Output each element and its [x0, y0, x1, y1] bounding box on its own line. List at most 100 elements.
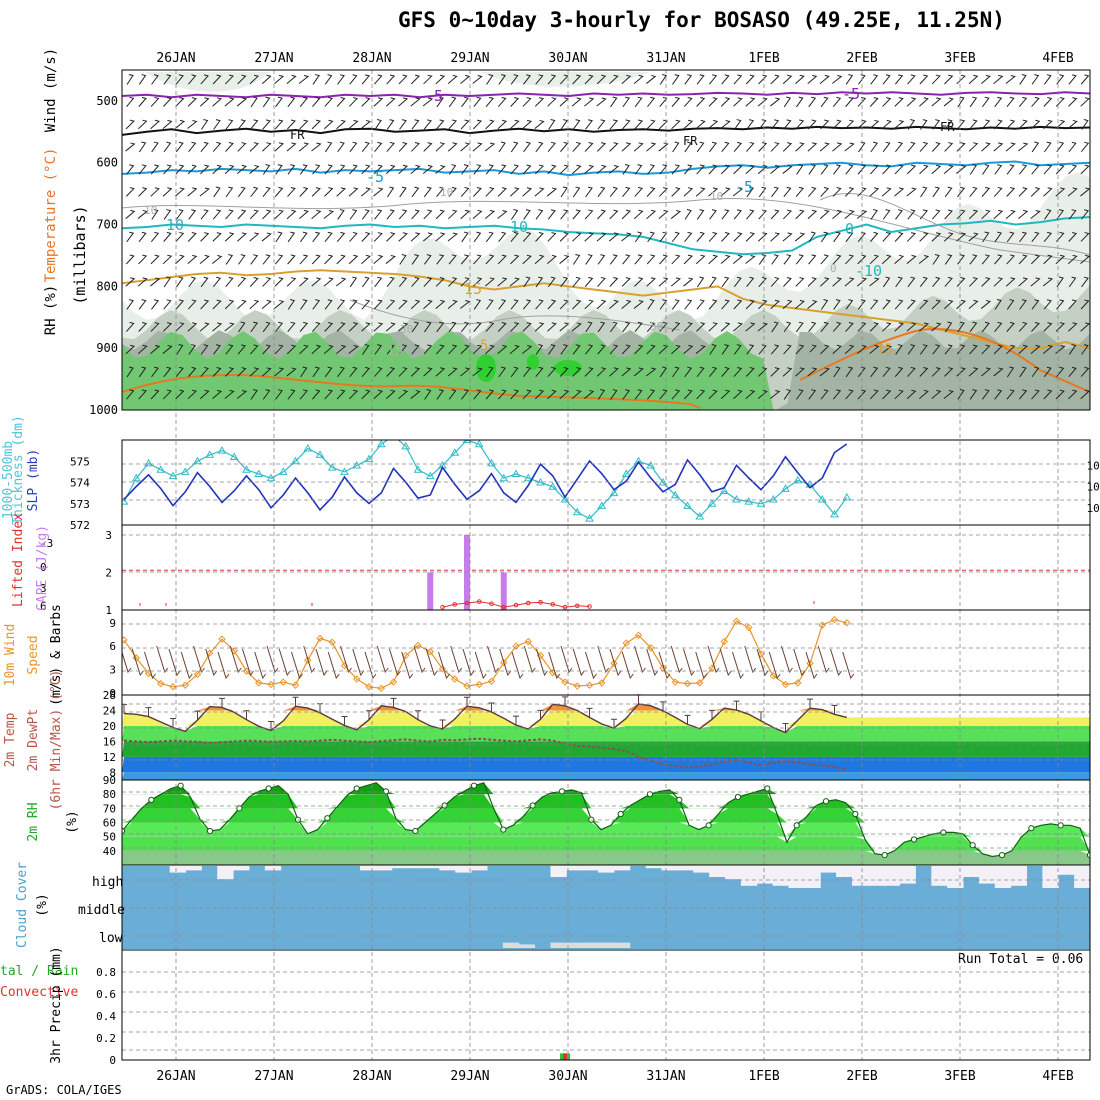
wind-barb [1043, 74, 1052, 85]
thickness-point [572, 507, 582, 516]
wind-barb [609, 321, 618, 333]
rh2m-point [470, 782, 478, 789]
wind-barb [907, 276, 916, 288]
wind10m-point [122, 636, 128, 644]
wind-barb [832, 119, 842, 130]
wind10m-point [696, 679, 704, 687]
wind10m-barb [450, 645, 463, 674]
wind-barb [758, 209, 767, 220]
date-label-bottom: 1FEB [748, 1069, 779, 1084]
wind-barb [833, 299, 841, 310]
grads-credit: GrADS: COLA/IGES [6, 1083, 122, 1097]
date-label-top: 2FEB [846, 51, 877, 66]
wind-barb [423, 142, 433, 152]
wind-barb [460, 367, 471, 377]
rh2m-point [969, 842, 976, 849]
wind-barb [411, 186, 420, 198]
wind-barb [658, 119, 669, 130]
wind10m-barb [634, 645, 646, 674]
wind-barb [832, 96, 842, 108]
wind-barb [398, 74, 408, 85]
wind-barb [337, 366, 345, 378]
wind-barb [907, 299, 916, 310]
rh2m-units-label: (%) [65, 810, 80, 833]
wind-barb [808, 389, 817, 400]
wind-barb [399, 344, 408, 355]
wind-barb [1044, 141, 1052, 153]
wind-barb [659, 366, 668, 378]
wind-barb [1043, 97, 1053, 107]
wind-barb [410, 299, 421, 310]
temp-line [123, 703, 847, 734]
lifted-index-line [442, 601, 590, 608]
wind10m-barb [180, 651, 193, 680]
wind-barb [535, 74, 544, 85]
wind-barb [274, 142, 284, 152]
wind-barb [882, 231, 891, 242]
wind-barb [1018, 96, 1028, 107]
wind-barb [709, 209, 717, 220]
wind-barb [1055, 231, 1065, 242]
wind-barb [1006, 187, 1016, 197]
rh2m-point [617, 810, 624, 818]
wind10m-barb [131, 648, 144, 677]
wind-barb [224, 299, 235, 310]
wind-barb [498, 141, 506, 153]
wind-barb [237, 74, 247, 85]
wind-barb [323, 277, 334, 287]
temp-band [122, 710, 1090, 726]
wind-barb [386, 344, 395, 355]
cloud-low-fill [518, 944, 536, 948]
rh2m-band [122, 782, 1090, 795]
temp-minmax-bar [292, 696, 299, 707]
wind-barb [621, 299, 632, 309]
wind-barb [163, 164, 172, 175]
date-label-top: 28JAN [352, 51, 391, 66]
wind-barb [398, 299, 408, 310]
wind-barb [1056, 209, 1064, 220]
wind-barb [250, 186, 259, 198]
wind-barb [621, 119, 631, 130]
wind-barb [399, 119, 407, 130]
wind-barb [448, 277, 458, 287]
wind-barb [807, 119, 817, 130]
wind-barb [560, 141, 569, 152]
wind-barb [845, 389, 854, 400]
rh-ytick: 90 [103, 774, 116, 787]
wind-barb [647, 299, 655, 310]
wind-barb [1006, 299, 1015, 310]
contour-label: FR [940, 120, 955, 134]
wind-barb [907, 366, 916, 377]
wind-barb [993, 367, 1004, 377]
wind-barb [684, 231, 693, 242]
wind-barb [187, 97, 197, 107]
wind-barb [708, 366, 718, 377]
wind-barb [125, 142, 136, 152]
wind-barb [497, 187, 507, 197]
wind-barb [187, 187, 198, 197]
wind-barb [238, 254, 246, 265]
wind-barb [236, 164, 247, 175]
wind-barb [225, 276, 234, 287]
wind-barb [720, 97, 731, 107]
panel-frames [121, 69, 1091, 1061]
wind-barb [1019, 231, 1027, 243]
wind-barb [447, 367, 458, 377]
wind-barb [535, 276, 544, 288]
wind-barb [225, 344, 234, 355]
wind-barb [584, 276, 594, 287]
wind-barb [733, 344, 742, 355]
wind-barb [869, 119, 880, 130]
rh2m-point [441, 802, 448, 809]
wind-barb [721, 344, 730, 355]
wind-barb [870, 231, 879, 242]
wind-barb [820, 299, 829, 310]
wind-barb [1006, 389, 1015, 400]
wind-barb [535, 141, 544, 153]
wind-barb [720, 389, 731, 400]
wind-barb [634, 344, 644, 355]
wind-barb [336, 187, 346, 197]
wind-barb [188, 141, 197, 153]
temp-band [122, 756, 1090, 773]
wind-barb [324, 96, 333, 107]
